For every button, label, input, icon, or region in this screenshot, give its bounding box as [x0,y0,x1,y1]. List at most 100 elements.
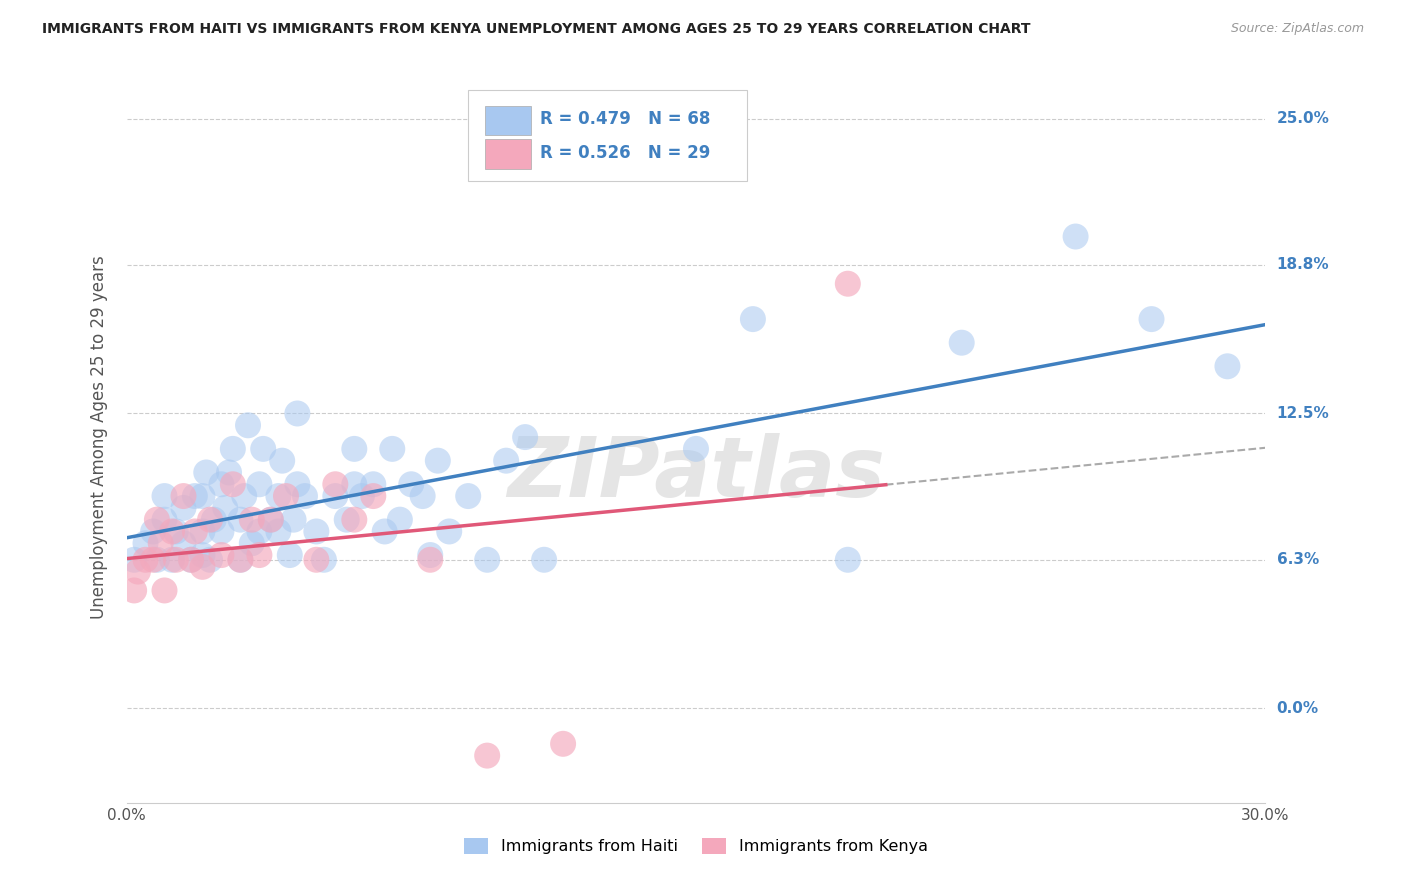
Immigrants from Kenya [343,513,366,527]
Immigrants from Haiti [249,477,271,491]
Immigrants from Haiti [363,477,385,491]
Immigrants from Kenya [142,553,165,567]
Immigrants from Haiti [172,500,194,515]
FancyBboxPatch shape [468,90,747,181]
Immigrants from Kenya [180,553,202,567]
Immigrants from Kenya [135,553,156,567]
Immigrants from Kenya [837,277,859,291]
Immigrants from Haiti [742,312,765,326]
Immigrants from Haiti [950,335,973,350]
Immigrants from Kenya [305,553,328,567]
Text: ZIPatlas: ZIPatlas [508,434,884,514]
Immigrants from Haiti [426,453,449,467]
Immigrants from Haiti [1064,229,1087,244]
Immigrants from Haiti [180,553,202,567]
Immigrants from Haiti [184,489,207,503]
Text: R = 0.479   N = 68: R = 0.479 N = 68 [540,110,710,128]
Immigrants from Haiti [249,524,271,539]
FancyBboxPatch shape [485,139,531,169]
Immigrants from Kenya [184,524,207,539]
Immigrants from Haiti [312,553,335,567]
Immigrants from Kenya [172,489,194,503]
Immigrants from Haiti [135,536,156,550]
Immigrants from Kenya [146,513,169,527]
Immigrants from Haiti [267,524,290,539]
Immigrants from Kenya [127,565,149,579]
Immigrants from Haiti [533,553,555,567]
Immigrants from Haiti [218,466,240,480]
Immigrants from Haiti [146,553,169,567]
Immigrants from Haiti [211,524,233,539]
Immigrants from Haiti [165,524,187,539]
Immigrants from Haiti [350,489,373,503]
Immigrants from Kenya [260,513,283,527]
Immigrants from Haiti [495,453,517,467]
Immigrants from Haiti [457,489,479,503]
Immigrants from Haiti [419,548,441,562]
Immigrants from Kenya [363,489,385,503]
Immigrants from Haiti [229,513,252,527]
Immigrants from Haiti [160,553,183,567]
Immigrants from Kenya [477,748,499,763]
Immigrants from Haiti [287,407,309,421]
Immigrants from Kenya [160,524,183,539]
Immigrants from Haiti [401,477,423,491]
Immigrants from Haiti [267,489,290,503]
Immigrants from Haiti [240,536,263,550]
Immigrants from Haiti [381,442,404,456]
Immigrants from Haiti [477,553,499,567]
Immigrants from Haiti [202,513,225,527]
Immigrants from Haiti [172,536,194,550]
Immigrants from Kenya [149,536,172,550]
Immigrants from Haiti [1140,312,1163,326]
Immigrants from Kenya [211,548,233,562]
Immigrants from Kenya [198,513,221,527]
Immigrants from Kenya [229,553,252,567]
Immigrants from Haiti [214,500,236,515]
Immigrants from Haiti [287,477,309,491]
Immigrants from Haiti [260,513,283,527]
Text: IMMIGRANTS FROM HAITI VS IMMIGRANTS FROM KENYA UNEMPLOYMENT AMONG AGES 25 TO 29 : IMMIGRANTS FROM HAITI VS IMMIGRANTS FROM… [42,22,1031,37]
Immigrants from Haiti [388,513,411,527]
Immigrants from Kenya [249,548,271,562]
Immigrants from Haiti [374,524,396,539]
Immigrants from Kenya [153,583,176,598]
Immigrants from Haiti [233,489,256,503]
Text: 25.0%: 25.0% [1277,111,1330,126]
Legend: Immigrants from Haiti, Immigrants from Kenya: Immigrants from Haiti, Immigrants from K… [458,831,934,861]
Immigrants from Haiti [336,513,359,527]
Immigrants from Kenya [553,737,575,751]
Immigrants from Kenya [191,559,214,574]
Immigrants from Haiti [837,553,859,567]
FancyBboxPatch shape [485,106,531,135]
Immigrants from Haiti [211,477,233,491]
Immigrants from Haiti [222,442,245,456]
Text: 12.5%: 12.5% [1277,406,1329,421]
Text: 18.8%: 18.8% [1277,257,1329,272]
Immigrants from Haiti [142,524,165,539]
Immigrants from Kenya [122,583,145,598]
Text: 0.0%: 0.0% [1277,701,1319,716]
Immigrants from Haiti [252,442,274,456]
Immigrants from Haiti [283,513,305,527]
Immigrants from Haiti [343,442,366,456]
Immigrants from Haiti [515,430,537,444]
Immigrants from Haiti [685,442,707,456]
Immigrants from Haiti [1216,359,1239,374]
Immigrants from Haiti [236,418,259,433]
Immigrants from Kenya [165,553,187,567]
Immigrants from Kenya [240,513,263,527]
Text: 6.3%: 6.3% [1277,552,1319,567]
Immigrants from Kenya [419,553,441,567]
Y-axis label: Unemployment Among Ages 25 to 29 years: Unemployment Among Ages 25 to 29 years [90,255,108,619]
Immigrants from Haiti [191,489,214,503]
Immigrants from Haiti [271,453,294,467]
Immigrants from Haiti [343,477,366,491]
Immigrants from Haiti [195,466,218,480]
Immigrants from Haiti [153,513,176,527]
Immigrants from Haiti [412,489,434,503]
Immigrants from Haiti [122,553,145,567]
Immigrants from Haiti [278,548,301,562]
Immigrants from Haiti [191,524,214,539]
Immigrants from Haiti [305,524,328,539]
